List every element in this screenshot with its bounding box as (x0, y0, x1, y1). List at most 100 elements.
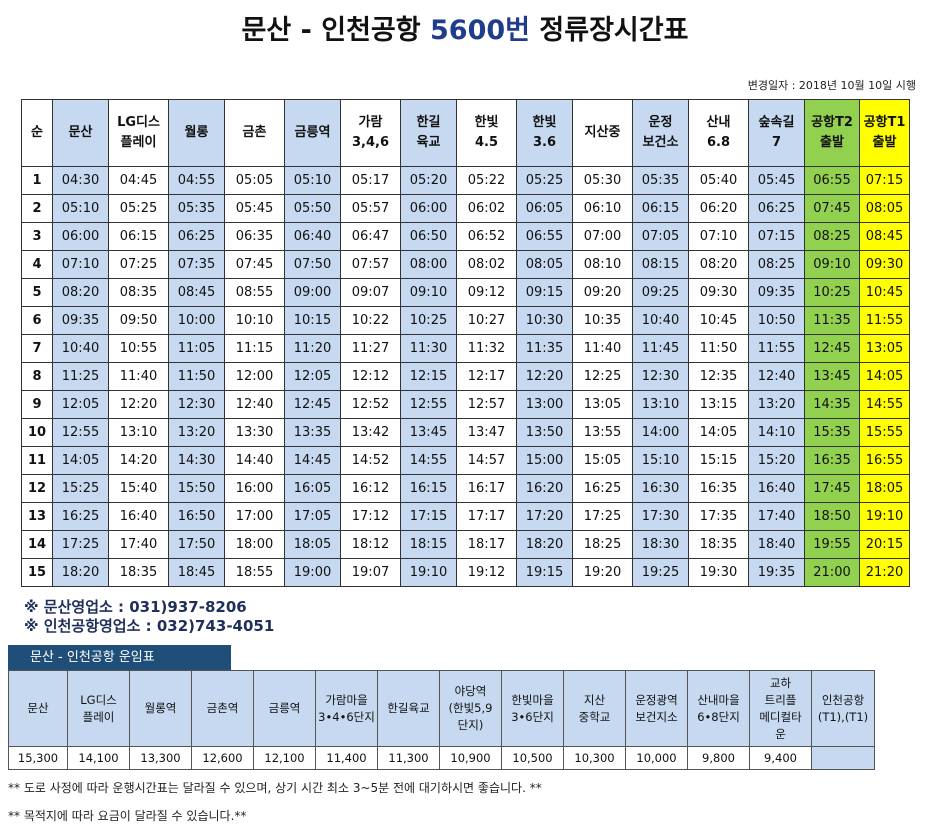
table-row: 5 08:20 08:35 08:45 08:55 09:00 09:07 09:10 09:1… (21, 278, 910, 307)
time-cell: 11:45 (632, 334, 689, 363)
time-cell: 07:45 (224, 250, 285, 279)
table-row: 10 12:55 13:10 13:20 13:30 13:35 13:42 13:45 13:… (21, 418, 910, 447)
time-cell: 08:20 (688, 250, 749, 279)
time-cell: 09:10 (400, 278, 457, 307)
header-line1: 운정 (648, 115, 673, 130)
time-cell: 19:25 (632, 558, 689, 587)
time-cell: 14:10 (748, 418, 805, 447)
time-cell: 08:45 (168, 278, 225, 307)
table-row: 12 15:25 15:40 15:50 16:00 16:05 16:12 16:15 16:… (21, 474, 910, 503)
header-line1: 한빛 (532, 115, 557, 130)
time-cell: 11:35 (516, 334, 573, 363)
time-cell: 18:05 (284, 530, 341, 559)
time-cell: 12:55 (400, 390, 457, 419)
time-cell: 19:10 (400, 558, 457, 587)
time-cell: 10:40 (52, 334, 109, 363)
fare-value-cell: 12,600 (191, 746, 254, 770)
fare-header-cell: 월롱역 (129, 670, 192, 747)
time-cell: 16:35 (688, 474, 749, 503)
header-line1: 문산 (68, 125, 93, 140)
time-cell: 10:45 (859, 278, 910, 307)
fare-value-cell: 11,400 (315, 746, 378, 770)
time-cell: 06:20 (688, 194, 749, 223)
schedule-header-cell: LG디스 플레이 (108, 99, 169, 167)
time-cell: 14:55 (859, 390, 910, 419)
time-cell: 04:45 (108, 166, 169, 195)
header-line2: 육교 (416, 135, 441, 150)
time-cell: 15:35 (804, 418, 860, 447)
time-cell: 18:15 (400, 530, 457, 559)
time-cell: 13:05 (572, 390, 633, 419)
fare-header-cell: 운정광역 보건지소 (625, 670, 688, 747)
table-row: 14 17:25 17:40 17:50 18:00 18:05 18:12 18:15 18:… (21, 530, 910, 559)
row-number: 2 (21, 194, 53, 223)
time-cell: 17:40 (108, 530, 169, 559)
change-date: 변경일자 : 2018년 10월 10일 시행 (747, 79, 916, 92)
time-cell: 15:25 (52, 474, 109, 503)
time-cell: 17:25 (52, 530, 109, 559)
time-cell: 13:00 (516, 390, 573, 419)
table-row: 6 09:35 09:50 10:00 10:10 10:15 10:22 10:25 10:2… (21, 306, 910, 335)
time-cell: 15:05 (572, 446, 633, 475)
time-cell: 13:42 (340, 418, 401, 447)
fare-value-cell: 12,100 (253, 746, 316, 770)
fare-header-cell: 인천공항 (T1),(T1) (811, 670, 875, 747)
header-line1: 한빛 (474, 115, 499, 130)
time-cell: 05:17 (340, 166, 401, 195)
schedule-table: 순 문산 LG디스 플레이 월롱 금촌 금릉역 가람 3,4,6 한길 육교 한빛 4.5 한빛 3.6 지산… (21, 99, 910, 587)
time-cell: 12:20 (516, 362, 573, 391)
time-cell: 12:00 (224, 362, 285, 391)
header-line1: 공항T1 (863, 115, 906, 130)
time-cell: 13:15 (688, 390, 749, 419)
time-cell: 10:45 (688, 306, 749, 335)
time-cell: 15:10 (632, 446, 689, 475)
time-cell: 18:45 (168, 558, 225, 587)
fare-header-cell: LG디스 플레이 (67, 670, 130, 747)
table-row: 3 06:00 06:15 06:25 06:35 06:40 06:47 06:50 06:5… (21, 222, 910, 251)
time-cell: 16:15 (400, 474, 457, 503)
table-row: 8 11:25 11:40 11:50 12:00 12:05 12:12 12:15 12:1… (21, 362, 910, 391)
time-cell: 17:45 (804, 474, 860, 503)
time-cell: 05:05 (224, 166, 285, 195)
time-cell: 12:40 (224, 390, 285, 419)
schedule-header-cell: 공항T1 출발 (859, 99, 910, 167)
time-cell: 05:10 (52, 194, 109, 223)
time-cell: 14:30 (168, 446, 225, 475)
time-cell: 17:30 (632, 502, 689, 531)
time-cell: 12:20 (108, 390, 169, 419)
time-cell: 14:05 (688, 418, 749, 447)
time-cell: 09:00 (284, 278, 341, 307)
time-cell: 18:25 (572, 530, 633, 559)
time-cell: 19:55 (804, 530, 860, 559)
fare-value-cell: 10,500 (501, 746, 564, 770)
table-row: 11 14:05 14:20 14:30 14:40 14:45 14:52 14:55 14:… (21, 446, 910, 475)
header-line1: LG디스 (117, 115, 160, 130)
time-cell: 09:35 (52, 306, 109, 335)
time-cell: 16:35 (804, 446, 860, 475)
fare-value-cell: 9,400 (749, 746, 812, 770)
time-cell: 17:00 (224, 502, 285, 531)
time-cell: 06:25 (168, 222, 225, 251)
time-cell: 05:40 (688, 166, 749, 195)
fare-header-line: 월롱역 (144, 701, 177, 715)
time-cell: 10:10 (224, 306, 285, 335)
time-cell: 08:02 (456, 250, 517, 279)
time-cell: 12:25 (572, 362, 633, 391)
time-cell: 10:55 (108, 334, 169, 363)
time-cell: 11:05 (168, 334, 225, 363)
time-cell: 16:00 (224, 474, 285, 503)
time-cell: 14:55 (400, 446, 457, 475)
time-cell: 16:12 (340, 474, 401, 503)
fare-header-line: (T1),(T1) (817, 709, 869, 724)
time-cell: 13:55 (572, 418, 633, 447)
header-line2: 출발 (820, 135, 844, 150)
time-cell: 19:10 (859, 502, 910, 531)
time-cell: 08:00 (400, 250, 457, 279)
fare-value-cell: 11,300 (377, 746, 440, 770)
schedule-header-cell: 공항T2 출발 (804, 99, 860, 167)
time-cell: 06:55 (804, 166, 860, 195)
time-cell: 07:35 (168, 250, 225, 279)
time-cell: 18:20 (516, 530, 573, 559)
time-cell: 15:40 (108, 474, 169, 503)
header-line1: 금촌 (242, 125, 267, 140)
